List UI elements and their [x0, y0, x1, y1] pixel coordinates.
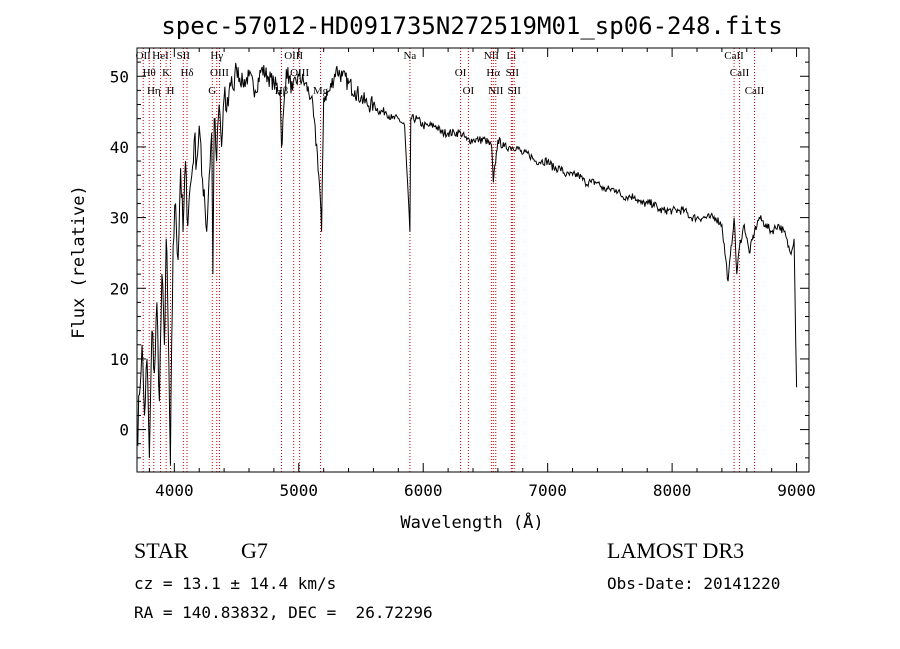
y-axis-label: Flux (relative) — [69, 185, 89, 339]
line-marker-label: HeI — [152, 50, 169, 62]
line-marker-label: OIII — [284, 50, 303, 62]
line-marker-label: CaII — [724, 50, 744, 62]
line-marker-label: NII — [488, 85, 504, 97]
redshift-text: cz = 13.1 ± 14.4 km/s — [134, 574, 337, 593]
object-subclass: G7 — [241, 538, 268, 563]
x-axis-label: Wavelength (Å) — [400, 511, 543, 533]
obs-date: Obs-Date: 20141220 — [607, 574, 781, 593]
line-marker-label: Na — [403, 50, 416, 62]
x-tick-label: 8000 — [653, 481, 692, 500]
line-marker-label: CaII — [730, 67, 750, 79]
line-marker-label: NII — [484, 50, 500, 62]
y-axis: 0 10 20 30 40 50 — [110, 61, 809, 459]
y-tick-label: 20 — [110, 279, 129, 298]
plot-frame — [136, 47, 810, 473]
spectral-line-markers: OIIHθHηHeIKHSIIHδGHγOIIIHβOIIIOIIIMgNaOI… — [136, 48, 765, 472]
line-marker-label: CaII — [745, 85, 765, 97]
coordinates: RA = 140.83832, DEC = 26.72296 — [134, 603, 433, 622]
line-marker-label: H — [166, 85, 174, 97]
line-marker-label: OII — [136, 50, 152, 62]
chart-title: spec-57012-HD091735N272519M01_sp06-248.f… — [161, 12, 782, 40]
y-tick-label: 30 — [110, 209, 129, 228]
line-marker-label: Mg — [313, 85, 329, 97]
y-tick-label: 40 — [110, 138, 129, 157]
line-marker-label: Li — [506, 50, 516, 62]
line-marker-label: SII — [506, 67, 520, 79]
x-tick-label: 4000 — [155, 481, 194, 500]
x-tick-label: 6000 — [404, 481, 443, 500]
x-axis: 4000 5000 6000 7000 8000 9000 — [148, 48, 816, 500]
line-marker-label: SII — [177, 50, 191, 62]
line-marker-label: Hγ — [210, 50, 223, 62]
x-tick-label: 5000 — [280, 481, 319, 500]
line-marker-label: Hα — [486, 67, 500, 79]
line-marker-label: Hβ — [275, 85, 289, 97]
line-marker-label: G — [208, 85, 216, 97]
object-class: STAR — [134, 538, 189, 563]
line-marker-label: OI — [463, 85, 475, 97]
line-marker-label: SII — [507, 85, 521, 97]
x-tick-label: 9000 — [777, 481, 816, 500]
line-marker-label: Hη — [147, 85, 161, 97]
line-marker-label: Hδ — [180, 67, 193, 79]
line-marker-label: K — [162, 67, 170, 79]
y-tick-label: 0 — [119, 421, 129, 440]
line-marker-label: OIII — [210, 67, 229, 79]
survey-name: LAMOST DR3 — [607, 538, 745, 563]
spectrum-line — [136, 62, 798, 465]
y-tick-label: 10 — [110, 350, 129, 369]
line-marker-label: OI — [455, 67, 467, 79]
x-tick-label: 7000 — [528, 481, 567, 500]
y-tick-label: 50 — [110, 67, 129, 86]
